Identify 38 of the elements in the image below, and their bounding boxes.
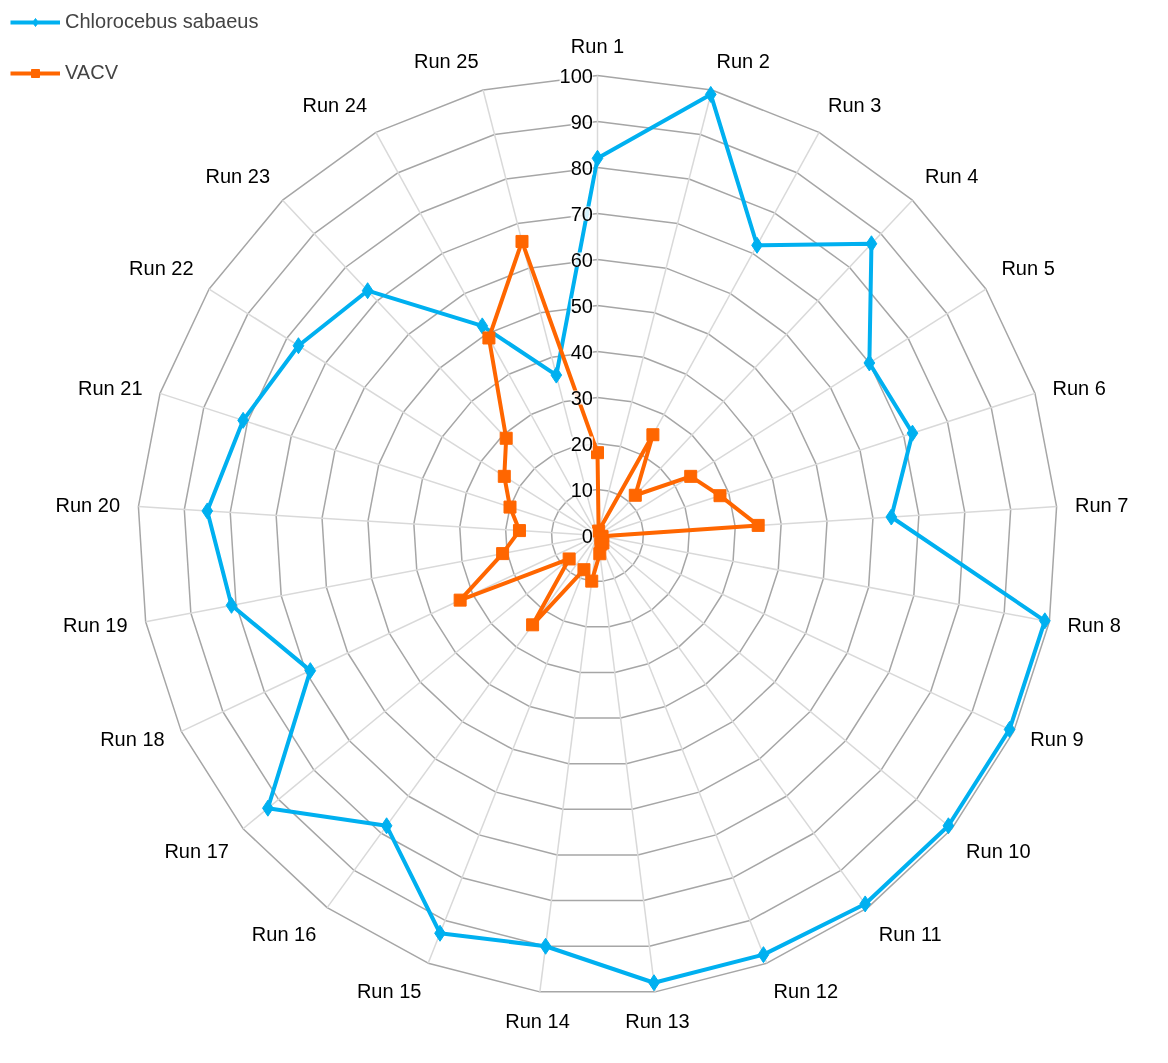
spoke-label: Run 17 (164, 840, 229, 863)
spoke-label: Run 10 (966, 840, 1031, 863)
y-tick-label: 70 (570, 202, 593, 225)
spoke-label: Run 24 (302, 94, 368, 117)
spoke-label: Run 3 (827, 94, 882, 117)
spoke-label: Run 15 (356, 980, 422, 1003)
spoke-label: Run 6 (1052, 376, 1106, 399)
spoke-label: Run 8 (1067, 614, 1121, 637)
y-tick-label: 20 (570, 432, 593, 455)
legend-label: VACV (65, 61, 118, 84)
y-tick-label: 60 (570, 248, 593, 271)
spoke-label: Run 1 (570, 35, 625, 58)
spoke-label: Run 22 (129, 257, 194, 280)
spoke-label: Run 21 (78, 376, 143, 399)
spoke-label: Run 9 (1030, 728, 1084, 751)
y-tick-label: 50 (570, 294, 593, 317)
spoke-label: Run 16 (251, 922, 317, 945)
spoke-label: Run 18 (100, 728, 165, 751)
spoke-label: Run 5 (1001, 257, 1055, 280)
spoke-label: Run 23 (205, 164, 271, 187)
spoke-label: Run 20 (55, 494, 121, 517)
y-tick-label: 100 (559, 64, 593, 87)
y-tick-label: 40 (570, 340, 593, 363)
spoke-label: Run 25 (414, 50, 479, 73)
y-tick-label: 80 (570, 156, 593, 179)
spoke-label: Run 4 (924, 164, 979, 187)
spoke-label: Run 11 (878, 922, 942, 945)
y-tick-label: 30 (570, 386, 593, 409)
spoke-label: Run 12 (773, 980, 839, 1003)
spoke-label: Run 2 (716, 50, 770, 73)
spoke-label: Run 19 (63, 614, 128, 637)
spoke-label: Run 13 (625, 1010, 690, 1033)
spoke-label: Run 14 (505, 1010, 570, 1033)
legend-label: Chlorocebus sabaeus (65, 10, 259, 33)
y-tick-label: 0 (581, 524, 593, 547)
y-tick-label: 90 (570, 110, 593, 133)
y-tick-label: 10 (570, 478, 593, 501)
spoke-label: Run 7 (1074, 494, 1129, 517)
